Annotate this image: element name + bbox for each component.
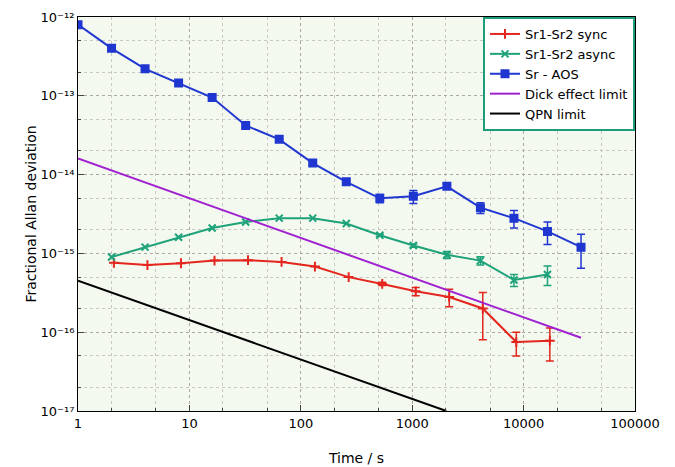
svg-text:10⁻¹³: 10⁻¹³ bbox=[41, 88, 75, 103]
svg-text:Time / s: Time / s bbox=[328, 450, 384, 466]
svg-text:100000: 100000 bbox=[610, 416, 660, 431]
svg-text:10⁻¹⁷: 10⁻¹⁷ bbox=[41, 404, 75, 419]
svg-text:10⁻¹⁴: 10⁻¹⁴ bbox=[41, 167, 75, 182]
svg-text:10⁻¹²: 10⁻¹² bbox=[41, 10, 75, 25]
svg-text:1: 1 bbox=[74, 416, 82, 431]
svg-text:Dick effect limit: Dick effect limit bbox=[525, 87, 627, 102]
svg-text:Fractional Allan deviation: Fractional Allan deviation bbox=[23, 125, 39, 302]
svg-text:10⁻¹⁵: 10⁻¹⁵ bbox=[41, 246, 75, 261]
svg-text:Sr - AOS: Sr - AOS bbox=[525, 67, 579, 82]
svg-text:10000: 10000 bbox=[503, 416, 544, 431]
svg-text:100: 100 bbox=[288, 416, 313, 431]
svg-text:QPN limit: QPN limit bbox=[525, 107, 586, 122]
svg-text:10⁻¹⁶: 10⁻¹⁶ bbox=[41, 325, 75, 340]
svg-text:Sr1-Sr2 async: Sr1-Sr2 async bbox=[525, 47, 615, 62]
svg-text:Sr1-Sr2 sync: Sr1-Sr2 sync bbox=[525, 27, 607, 42]
svg-text:1000: 1000 bbox=[396, 416, 429, 431]
svg-text:10: 10 bbox=[181, 416, 198, 431]
